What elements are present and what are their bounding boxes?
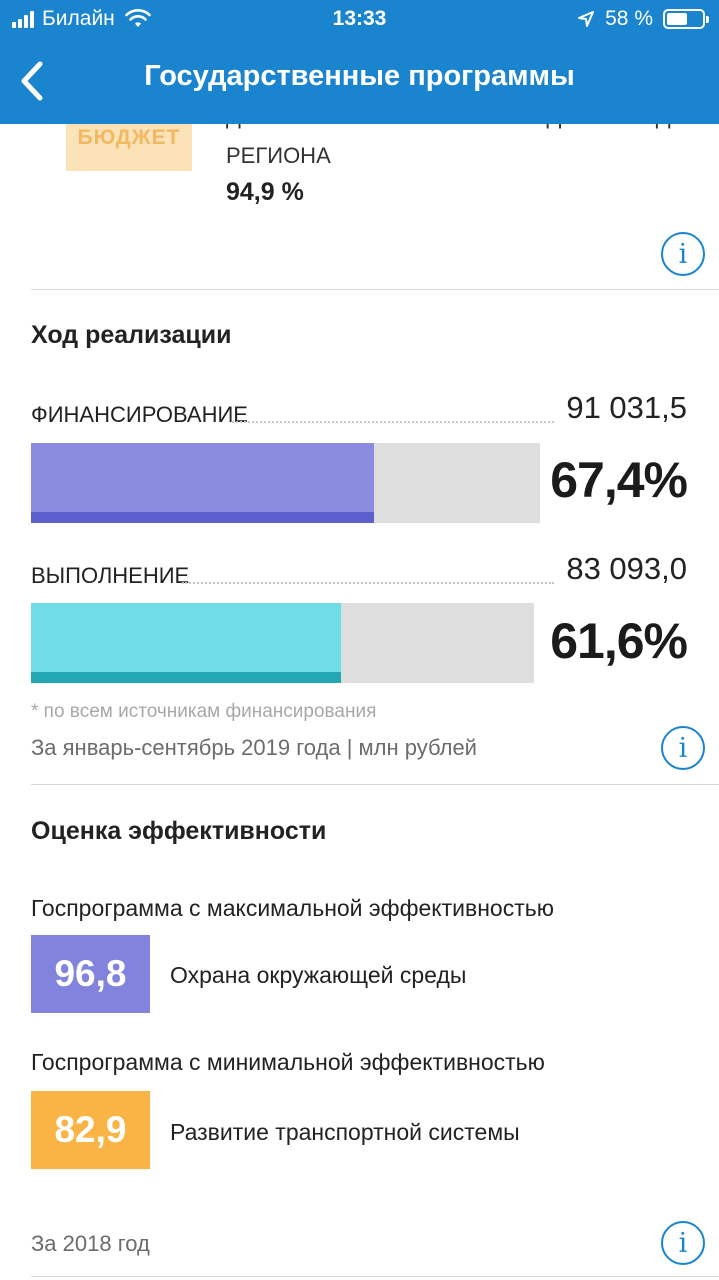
financing-progress-base [31, 512, 375, 523]
dotted-leader [232, 421, 554, 423]
max-efficiency-program: Охрана окружающей среды [170, 962, 467, 988]
max-efficiency-score: 96,8 [31, 935, 150, 1013]
cellular-signal-icon [12, 10, 34, 28]
min-efficiency-program: Развитие транспортной системы [170, 1119, 520, 1145]
budget-share-label: РЕГИОНА [226, 143, 331, 168]
min-efficiency-label: Госпрограмма с минимальной эффективность… [31, 1049, 545, 1075]
carrier-name: Билайн [42, 7, 115, 30]
battery-percent: 58 % [605, 7, 653, 30]
progress-section-title: Ход реализации [31, 321, 232, 349]
info-icon[interactable]: i [661, 1221, 705, 1265]
execution-progress-fill [31, 603, 341, 683]
execution-progress-bar [31, 603, 534, 683]
efficiency-period: За 2018 год [31, 1231, 150, 1256]
financing-progress-fill [31, 443, 375, 523]
location-arrow-icon [578, 11, 595, 27]
financing-progress-bar [31, 443, 540, 523]
status-left: Билайн [12, 7, 151, 31]
max-efficiency-label: Госпрограмма с максимальной эффективност… [31, 895, 554, 921]
top-bar: Билайн 13:33 58 % Государственные програ… [0, 0, 719, 124]
min-efficiency-score: 82,9 [31, 1091, 150, 1169]
execution-amount: 83 093,0 [566, 551, 687, 586]
wifi-icon [124, 9, 151, 27]
status-right: 58 % [577, 7, 709, 31]
execution-label: ВЫПОЛНЕНИЕ [31, 563, 190, 588]
divider [31, 784, 719, 785]
info-icon[interactable]: i [661, 232, 705, 276]
back-button[interactable] [14, 58, 54, 104]
budget-share-value: 94,9 % [226, 178, 304, 206]
nav-bar: Государственные программы [0, 40, 719, 124]
financing-footnote: * по всем источникам финансирования [31, 701, 377, 722]
info-icon[interactable]: i [661, 726, 705, 770]
divider [31, 289, 719, 290]
financing-label: ФИНАНСИРОВАНИЕ [31, 402, 248, 427]
dotted-leader [182, 582, 554, 584]
battery-icon [663, 9, 709, 29]
execution-progress-base [31, 672, 341, 683]
financing-amount: 91 031,5 [566, 390, 687, 425]
battery-level [667, 13, 687, 25]
financing-percent: 67,4% [550, 452, 688, 508]
chevron-left-icon [21, 61, 43, 101]
status-bar: Билайн 13:33 58 % [0, 0, 719, 40]
divider [31, 1276, 719, 1277]
execution-percent: 61,6% [550, 613, 688, 669]
progress-period: За январь-сентябрь 2019 года | млн рубле… [31, 735, 477, 760]
efficiency-section-title: Оценка эффективности [31, 817, 327, 845]
page-title: Государственные программы [144, 60, 575, 92]
clock: 13:33 [332, 7, 387, 30]
